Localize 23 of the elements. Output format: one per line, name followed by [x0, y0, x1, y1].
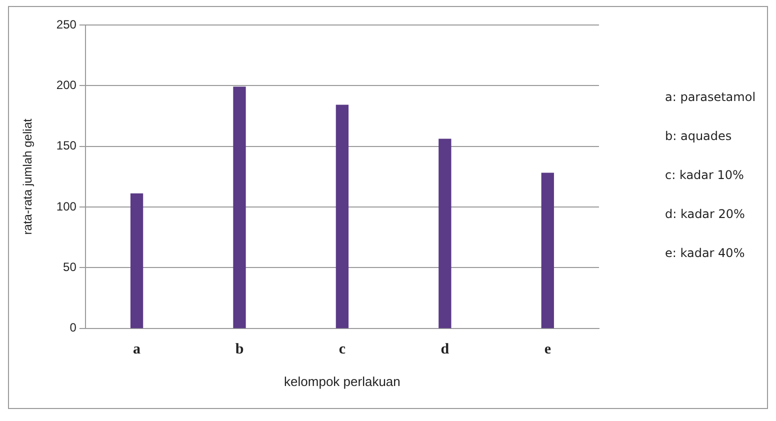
x-tick-label: a	[133, 341, 142, 358]
y-tick-label: 250	[56, 17, 77, 32]
text: b: aquades	[665, 129, 733, 145]
text: a: parasetamol	[665, 90, 756, 106]
bar	[336, 104, 349, 328]
text: c: kadar 10%	[665, 168, 745, 184]
y-axis-title: rata-rata jumlah geliat	[20, 118, 35, 235]
text: e: kadar 40%	[665, 246, 746, 262]
text: d: kadar 20%	[665, 207, 746, 223]
x-tick-label: d	[440, 341, 450, 358]
x-tick-label: b	[235, 341, 244, 358]
x-axis-title: kelompok perlakuan	[284, 374, 400, 389]
y-tick-label: 50	[63, 260, 77, 274]
bar	[233, 86, 246, 328]
y-tick-label: 100	[56, 199, 77, 214]
bar	[130, 193, 144, 328]
bar	[438, 138, 452, 328]
x-tick-label: c	[338, 341, 346, 358]
y-tick-label: 200	[56, 78, 77, 92]
y-tick-label: 0	[70, 320, 77, 335]
y-tick-label: 150	[56, 138, 77, 153]
bar	[541, 172, 554, 328]
x-tick-label: e	[544, 341, 552, 358]
